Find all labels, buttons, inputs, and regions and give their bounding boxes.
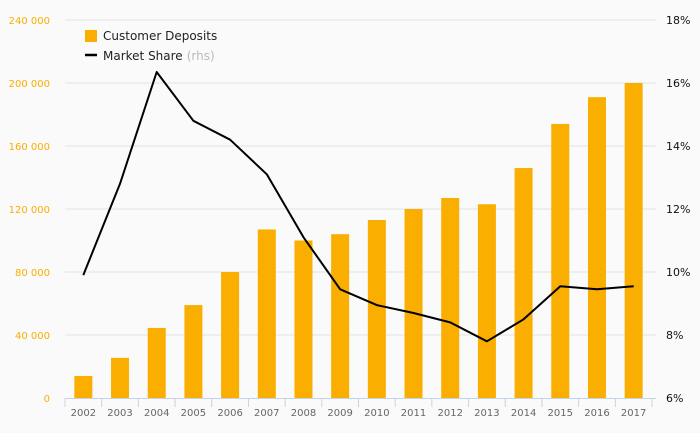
x-tick-label: 2013 [474, 408, 499, 419]
x-tick-label: 2016 [584, 408, 609, 419]
bar-2006 [221, 272, 240, 398]
left-tick-label: 120 000 [9, 205, 50, 216]
bars [74, 83, 643, 399]
legend-swatch-deposits [85, 30, 97, 42]
bar-2008 [294, 240, 313, 398]
left-tick-label: 40 000 [15, 331, 50, 342]
right-tick-label: 10% [666, 266, 690, 279]
legend-label-market-share: Market Share [103, 49, 183, 63]
bar-2015 [551, 123, 570, 398]
left-tick-label: 0 [44, 394, 50, 405]
x-tick-label: 2010 [364, 408, 389, 419]
x-tick-label: 2015 [548, 408, 573, 419]
x-tick-label: 2012 [437, 408, 462, 419]
x-tick-label: 2007 [254, 408, 279, 419]
x-tick-label: 2011 [401, 408, 426, 419]
market-share-line [82, 71, 634, 343]
left-tick-label: 160 000 [9, 142, 50, 153]
left-tick-label: 240 000 [9, 16, 50, 27]
bar-2014 [514, 168, 533, 398]
x-tick-label: 2017 [621, 408, 646, 419]
bar-2012 [441, 197, 460, 398]
x-tick-label: 2005 [181, 408, 206, 419]
left-tick-label: 80 000 [15, 268, 50, 279]
x-tick-label: 2014 [511, 408, 536, 419]
legend-label-deposits: Customer Deposits [103, 29, 217, 43]
bar-2007 [257, 229, 276, 398]
x-axis: 2002 2003 2004 2005 2006 2007 2008 2009 2010 2011… [64, 398, 656, 419]
right-tick-label: 6% [666, 392, 683, 405]
right-axis: 6% 8% 10% 12% 14% 16% 18% [666, 14, 690, 405]
x-tick-label: 2006 [217, 408, 242, 419]
bar-2004 [147, 327, 166, 398]
bar-2011 [404, 209, 423, 398]
bar-2010 [367, 220, 386, 398]
x-tick-label: 2002 [71, 408, 96, 419]
right-tick-label: 12% [666, 203, 690, 216]
bar-2013 [477, 204, 496, 398]
left-tick-label: 200 000 [9, 79, 50, 90]
x-tick-label: 2008 [291, 408, 316, 419]
svg-text:Market Share(rhs): Market Share (rhs) [103, 49, 215, 63]
bar-2002 [74, 375, 93, 398]
bar-2016 [587, 97, 606, 399]
right-tick-label: 18% [666, 14, 690, 27]
right-tick-label: 8% [666, 329, 683, 342]
bar-2003 [111, 357, 130, 398]
bar-2005 [184, 305, 203, 398]
left-axis: 0 40 000 80 000 120 000 160 000 200 000 240 00… [9, 16, 50, 405]
x-tick-label: 2004 [144, 408, 169, 419]
bar-2017 [624, 83, 643, 398]
x-tick-label: 2009 [327, 408, 352, 419]
right-tick-label: 14% [666, 140, 690, 153]
right-tick-label: 16% [666, 77, 690, 90]
legend-rhs-note: (rhs) [187, 49, 215, 63]
bar-2009 [331, 234, 350, 398]
x-tick-label: 2003 [107, 408, 132, 419]
legend: Customer Deposits Market Share (rhs) [85, 29, 217, 63]
